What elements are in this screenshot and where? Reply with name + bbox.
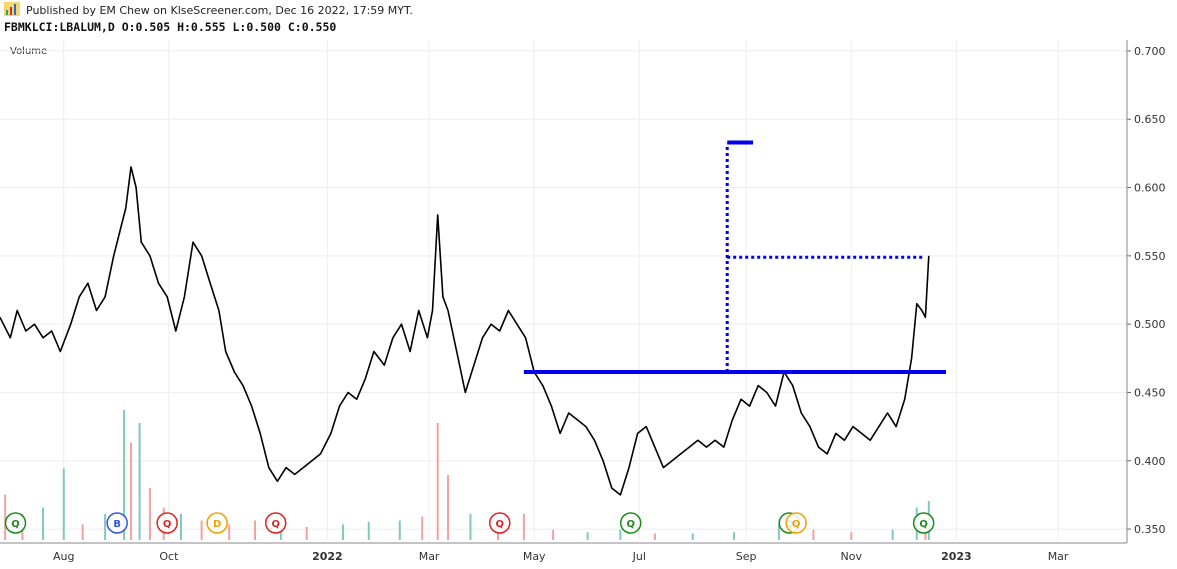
- event-marker: [4, 512, 27, 534]
- event-marker-label: Q: [163, 519, 172, 530]
- volume-bar: [436, 423, 439, 540]
- x-tick-label: 2023: [941, 550, 972, 563]
- y-tick-label: 0.450: [1134, 386, 1166, 399]
- event-marker: [912, 512, 935, 534]
- y-tick-label: 0.350: [1134, 523, 1166, 536]
- x-tick-label: Mar: [1048, 550, 1069, 563]
- volume-bar: [148, 488, 151, 540]
- volume-label: Volume: [10, 46, 48, 57]
- volume-bar: [421, 516, 424, 540]
- volume-bar: [619, 529, 622, 540]
- volume-bar: [777, 524, 780, 540]
- y-tick-label: 0.500: [1134, 318, 1166, 331]
- published-by-line: Published by EM Chew on KlseScreener.com…: [26, 4, 413, 17]
- event-marker-label: D: [213, 519, 221, 530]
- y-tick-label: 0.650: [1134, 113, 1166, 126]
- y-tick-label: 0.550: [1134, 250, 1166, 263]
- event-marker-label: Q: [271, 519, 280, 530]
- event-marker: [785, 512, 807, 534]
- level-lines: [523, 140, 947, 374]
- ohlc-summary: FBMKLCI:LBALUM,D O:0.505 H:0.555 L:0.500…: [4, 20, 337, 34]
- price-line: [0, 166, 930, 496]
- event-marker: [488, 512, 511, 534]
- volume-bar: [254, 520, 257, 540]
- event-marker-label: Q: [919, 519, 928, 530]
- event-marker: [106, 512, 128, 534]
- x-tick-label: Oct: [159, 550, 179, 563]
- volume-bar: [850, 532, 853, 540]
- volume-bar: [812, 529, 815, 540]
- volume-bar: [104, 514, 107, 540]
- event-marker: [156, 512, 178, 534]
- volume-bar: [691, 533, 694, 540]
- event-marker-label: Q: [11, 519, 20, 530]
- volume-bar: [891, 529, 894, 540]
- x-tick-label: 2022: [312, 550, 343, 563]
- y-tick-label: 0.600: [1134, 182, 1166, 195]
- event-marker: [264, 512, 287, 534]
- volume-bar: [586, 532, 589, 540]
- volume-bar: [138, 423, 141, 540]
- volume-bar: [123, 410, 126, 540]
- volume-bar: [279, 529, 282, 540]
- volume-bar: [398, 520, 401, 540]
- volume-bar: [42, 507, 45, 540]
- x-tick-label: Jul: [632, 550, 646, 563]
- x-tick-label: Nov: [841, 550, 863, 563]
- volume-bar: [341, 524, 344, 540]
- chart-header: Published by EM Chew on KlseScreener.com…: [0, 0, 1177, 36]
- volume-bar: [367, 521, 370, 540]
- volume-bar: [522, 514, 525, 540]
- x-tick-label: May: [523, 550, 546, 563]
- volume-bar: [469, 514, 472, 540]
- event-marker-label: Q: [495, 519, 504, 530]
- price-series: [0, 166, 930, 496]
- event-marker-label: Q: [792, 519, 801, 530]
- volume-bar: [81, 524, 84, 540]
- volume-bar: [200, 520, 203, 540]
- x-tick-label: Sep: [736, 550, 757, 563]
- x-tick-label: Aug: [53, 550, 74, 563]
- volume-bar: [179, 514, 182, 540]
- volume-bar: [733, 532, 736, 540]
- y-tick-label: 0.700: [1134, 45, 1166, 58]
- volume-bar: [552, 529, 555, 540]
- volume-bar: [447, 475, 450, 540]
- volume-bar: [62, 468, 65, 540]
- volume-bar: [305, 527, 308, 540]
- event-marker: [206, 512, 228, 534]
- x-tick-label: Mar: [419, 550, 440, 563]
- volume-bar: [4, 494, 7, 540]
- event-markers[interactable]: QBQDQQQQQQ: [4, 512, 935, 534]
- klsescreener-logo-icon: [4, 2, 20, 16]
- y-tick-label: 0.400: [1134, 455, 1166, 468]
- volume-bar: [129, 442, 132, 540]
- volume-bar: [228, 524, 231, 540]
- event-marker-label: Q: [626, 519, 635, 530]
- event-marker: [619, 512, 642, 534]
- event-marker-label: B: [113, 519, 121, 530]
- grid: [0, 40, 1127, 540]
- volume-bar: [653, 533, 656, 540]
- axes: 0.700 0.650 0.600 0.550 0.500 0.450 0.400 0.350…: [0, 40, 1166, 563]
